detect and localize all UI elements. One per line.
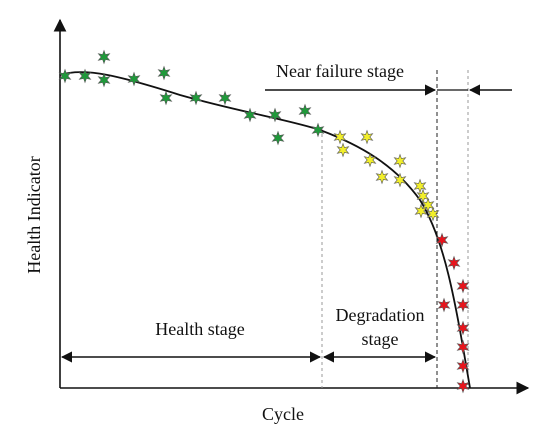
near-failure-marker [456, 297, 470, 313]
health-marker [78, 68, 92, 84]
health-marker [97, 72, 111, 88]
x-axis-label: Cycle [262, 404, 304, 424]
health-indicator-curve [59, 71, 471, 389]
near-failure-marker [456, 278, 470, 294]
stage-dividers [321, 70, 469, 388]
axes [53, 18, 530, 395]
health-marker [218, 90, 232, 106]
degradation-marker [416, 188, 430, 204]
near-failure-marker [456, 320, 470, 336]
health-marker [58, 68, 72, 84]
health-marker [298, 103, 312, 119]
near-failure-marker [437, 297, 451, 313]
degradation-marker [336, 142, 350, 158]
degradation-marker [375, 169, 389, 185]
health-marker [268, 107, 282, 123]
near-failure-marker [456, 339, 470, 355]
health-stage-label: Health stage [155, 319, 244, 339]
health-marker [311, 122, 325, 138]
health-marker [127, 71, 141, 87]
degradation-marker [363, 152, 377, 168]
degradation-marker [393, 172, 407, 188]
marker-layer [58, 49, 470, 394]
health-marker [243, 107, 257, 123]
degradation-marker [333, 129, 347, 145]
health-marker [189, 90, 203, 106]
near-failure-marker [456, 378, 470, 394]
health-marker [271, 130, 285, 146]
near-failure-marker [456, 358, 470, 374]
degradation-stage-label-line1: Degradation [336, 305, 425, 325]
degradation-stage-label-line2: stage [362, 329, 399, 349]
near-failure-marker [447, 255, 461, 271]
degradation-marker [426, 206, 440, 222]
degradation-marker [414, 203, 428, 219]
health-marker [159, 90, 173, 106]
degradation-marker [360, 129, 374, 145]
health-marker [97, 49, 111, 65]
y-axis-label: Health Indicator [24, 156, 44, 273]
degradation-marker [413, 178, 427, 194]
degradation-marker [393, 153, 407, 169]
health-marker [157, 65, 171, 81]
near-failure-marker [435, 232, 449, 248]
near-failure-stage-label: Near failure stage [276, 61, 404, 81]
